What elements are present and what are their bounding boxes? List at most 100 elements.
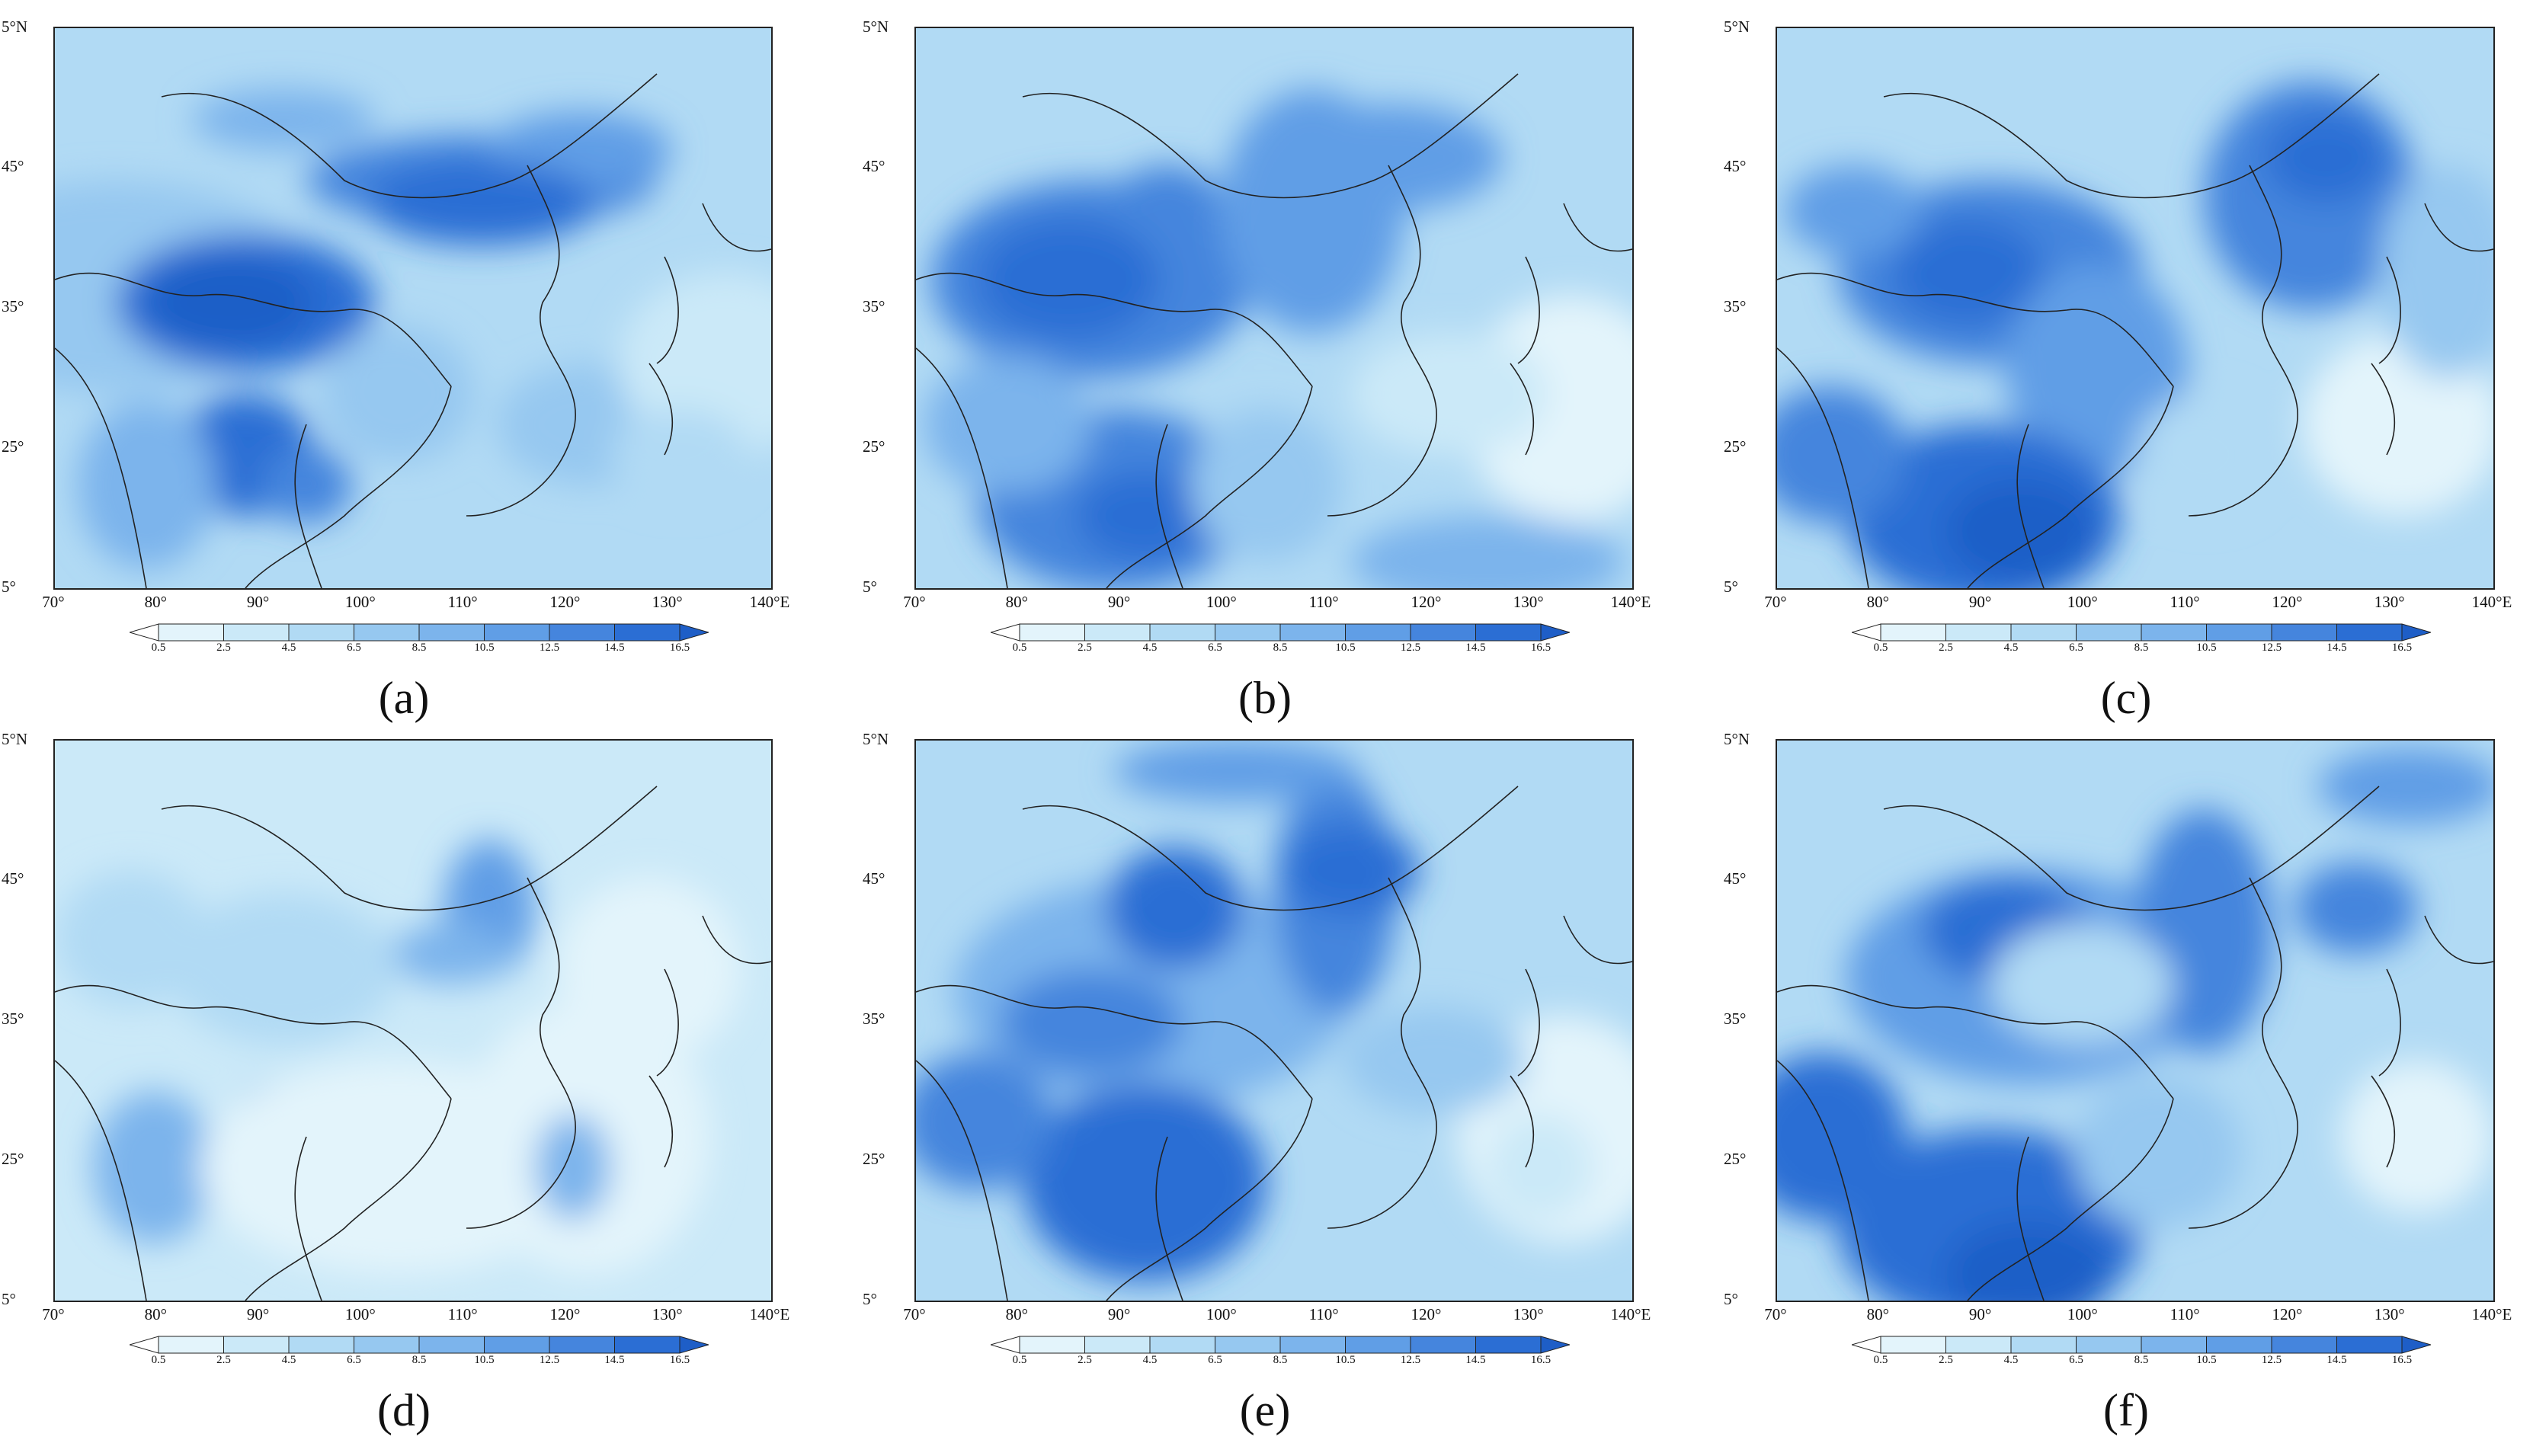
colorbar-swatch bbox=[158, 623, 224, 642]
precip-region bbox=[1945, 1221, 2112, 1301]
longitude-label: 120° bbox=[549, 593, 581, 611]
colorbar-swatch bbox=[1945, 623, 2012, 642]
coastline bbox=[2424, 203, 2493, 252]
latitude-label: 45° bbox=[2, 869, 24, 888]
map-panel-c: 5°N 45° 35° 25° 5° 70° 80° 90° 100° 110° 120° 130° 1… bbox=[1722, 0, 2530, 728]
longitude-label: 110° bbox=[2170, 1305, 2200, 1323]
longitude-label: 140°E bbox=[749, 593, 790, 611]
coastline bbox=[1967, 386, 2174, 588]
colorbar-label: 0.5 bbox=[1012, 1354, 1027, 1366]
precip-region bbox=[192, 89, 375, 150]
precip-region bbox=[1114, 165, 1221, 242]
colorbar bbox=[130, 1336, 709, 1354]
coastline bbox=[1510, 363, 1535, 456]
precipitation-field bbox=[1777, 28, 2493, 588]
latitude-label: 5° bbox=[1724, 578, 1738, 596]
colorbar-label: 0.5 bbox=[1012, 642, 1027, 654]
longitude-label: 90° bbox=[1107, 1305, 1131, 1323]
latitude-label: 5°N bbox=[863, 18, 889, 36]
colorbar-swatch bbox=[1410, 1336, 1476, 1354]
colorbar-label: 6.5 bbox=[1208, 642, 1222, 654]
colorbar-swatch bbox=[288, 1336, 354, 1354]
coastline bbox=[466, 877, 577, 1229]
colorbar-label: 16.5 bbox=[1530, 1354, 1552, 1366]
precip-region bbox=[1076, 470, 1213, 562]
precip-region bbox=[977, 219, 1160, 341]
colorbar-swatch bbox=[2271, 623, 2337, 642]
latitude-label: 35° bbox=[2, 297, 24, 315]
coastline bbox=[1510, 1075, 1535, 1168]
colorbar-swatch bbox=[2076, 1336, 2142, 1354]
colorbar-label: 12.5 bbox=[539, 1354, 560, 1366]
coastline bbox=[1155, 424, 1183, 588]
longitude-label: 80° bbox=[144, 1305, 167, 1323]
map-frame bbox=[914, 739, 1634, 1302]
colorbar-label: 8.5 bbox=[1273, 1354, 1288, 1366]
colorbar-label: 10.5 bbox=[1335, 642, 1356, 654]
coastline bbox=[648, 363, 674, 456]
colorbar-label: 8.5 bbox=[2134, 642, 2149, 654]
coastline bbox=[1106, 1098, 1313, 1301]
colorbar-swatch bbox=[2010, 623, 2077, 642]
longitude-label: 140°E bbox=[2471, 1305, 2512, 1323]
precip-region bbox=[367, 162, 596, 245]
colorbar-swatch bbox=[1084, 623, 1151, 642]
colorbar-label: 16.5 bbox=[1530, 642, 1552, 654]
colorbar-swatch bbox=[354, 1336, 420, 1354]
longitude-label: 140°E bbox=[749, 1305, 790, 1323]
longitude-label: 100° bbox=[344, 593, 376, 611]
precip-region bbox=[1945, 478, 2097, 584]
panel-caption: (e) bbox=[1239, 1385, 1291, 1435]
colorbar-label: 14.5 bbox=[604, 642, 625, 654]
precipitation-field bbox=[916, 741, 1632, 1301]
longitude-label: 130° bbox=[1513, 1305, 1544, 1323]
precip-region bbox=[78, 402, 215, 569]
colorbar-label: 2.5 bbox=[216, 1354, 231, 1366]
longitude-label: 80° bbox=[1005, 593, 1028, 611]
colorbar-label: 14.5 bbox=[2326, 1354, 2347, 1366]
colorbar-label: 4.5 bbox=[281, 1354, 296, 1366]
longitude-label: 120° bbox=[2272, 1305, 2303, 1323]
latitude-label: 35° bbox=[2, 1010, 24, 1028]
precipitation-field bbox=[916, 28, 1632, 588]
longitude-label: 100° bbox=[344, 1305, 376, 1323]
map-frame bbox=[1776, 739, 2495, 1302]
precip-region bbox=[535, 1114, 611, 1221]
coastline bbox=[294, 424, 322, 588]
coastline bbox=[2378, 256, 2401, 364]
longitude-label: 100° bbox=[1206, 593, 1237, 611]
latitude-label: 5° bbox=[863, 578, 877, 596]
longitude-label: 130° bbox=[2374, 593, 2405, 611]
colorbar-label: 12.5 bbox=[1400, 642, 1421, 654]
latitude-label: 45° bbox=[863, 869, 885, 888]
longitude-label: 70° bbox=[1764, 1305, 1787, 1323]
coastline bbox=[55, 347, 147, 588]
precip-region bbox=[1282, 824, 1419, 916]
coastline bbox=[466, 165, 577, 517]
latitude-label: 35° bbox=[1724, 1010, 1747, 1028]
coastline bbox=[2371, 1075, 2396, 1168]
coastline bbox=[1967, 1098, 2174, 1301]
map-frame bbox=[914, 27, 1634, 590]
longitude-label: 120° bbox=[2272, 593, 2303, 611]
coastline bbox=[1022, 786, 1519, 911]
longitude-label: 90° bbox=[1968, 593, 1992, 611]
longitude-label: 130° bbox=[1513, 593, 1544, 611]
latitude-label: 25° bbox=[1724, 437, 1747, 456]
colorbar-swatch bbox=[1945, 1336, 2012, 1354]
map-panel-d: 5°N 45° 35° 25° 5° 70° 80° 90° 100° 110° 120° 130° 1… bbox=[0, 712, 808, 1440]
colorbar-label: 4.5 bbox=[1142, 642, 1158, 654]
coastline bbox=[1563, 203, 1632, 252]
colorbar-label: 6.5 bbox=[2069, 1354, 2083, 1366]
latitude-label: 5° bbox=[863, 1290, 877, 1308]
longitude-label: 130° bbox=[2374, 1305, 2405, 1323]
colorbar-label: 14.5 bbox=[1465, 642, 1486, 654]
colorbar-label: 0.5 bbox=[151, 642, 166, 654]
latitude-label: 45° bbox=[1724, 157, 1747, 175]
colorbar-label: 0.5 bbox=[1873, 1354, 1888, 1366]
colorbar-label: 12.5 bbox=[1400, 1354, 1421, 1366]
precip-region bbox=[2295, 862, 2417, 954]
longitude-label: 90° bbox=[1968, 1305, 1992, 1323]
colorbar-label: 4.5 bbox=[2003, 1354, 2019, 1366]
colorbar-swatch bbox=[158, 1336, 224, 1354]
